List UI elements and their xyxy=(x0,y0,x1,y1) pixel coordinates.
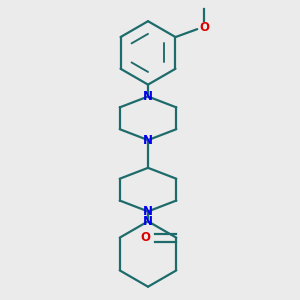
Text: N: N xyxy=(143,90,153,103)
Text: N: N xyxy=(143,205,153,218)
Text: O: O xyxy=(141,231,151,244)
Text: N: N xyxy=(143,215,153,228)
Text: O: O xyxy=(199,21,209,34)
Text: N: N xyxy=(143,134,153,147)
